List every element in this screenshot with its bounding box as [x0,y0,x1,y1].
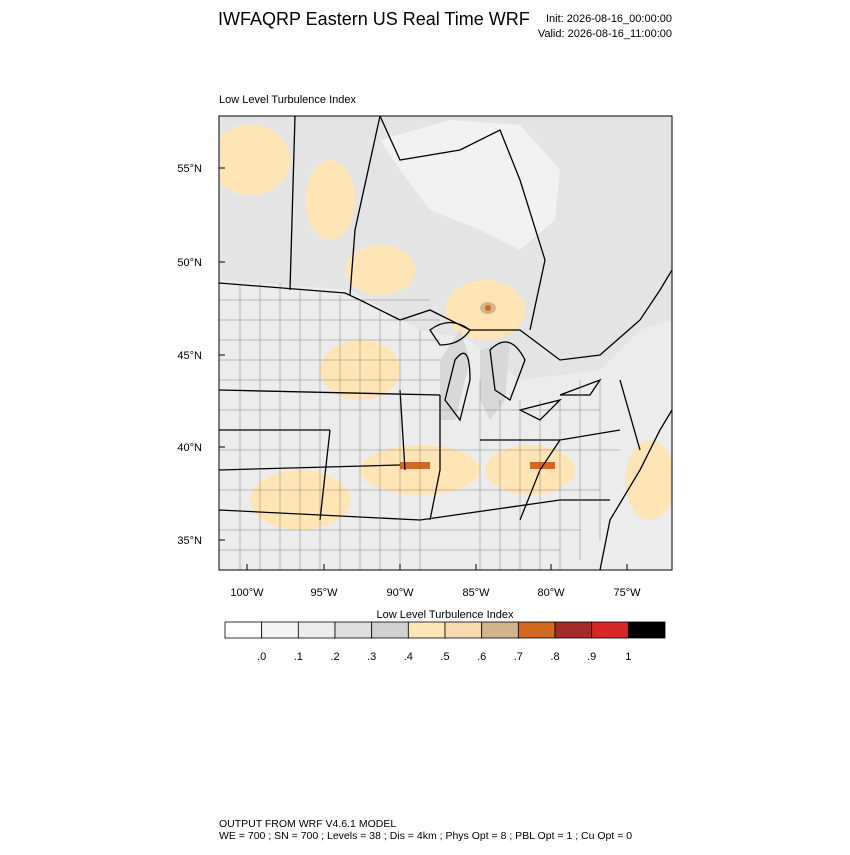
colorbar-tick-label: .2 [330,651,339,663]
valid-time: Valid: 2026-08-16_11:00:00 [538,28,672,40]
lon-label: 80°W [537,587,565,599]
colorbar-swatch [334,621,373,639]
map-frame [218,115,673,571]
colorbar-tick-label: .6 [477,651,486,663]
colorbar-swatch [627,621,666,639]
colorbar-tick-label: .4 [404,651,413,663]
colorbar-swatch [554,621,593,639]
colorbar-tick-label: 1 [625,651,631,663]
colorbar-tick-label: .5 [440,651,449,663]
footer-line: OUTPUT FROM WRF V4.6.1 MODEL [219,818,396,830]
map-axes: 55°N 50°N 45°N 40°N 35°N 100°W 95°W 90°W 85°W 80°… [177,163,641,599]
colorbar-swatch [371,621,409,639]
colorbar-label: Low Level Turbulence Index [377,609,514,621]
colorbar-swatch [444,621,483,639]
map-field [219,116,672,570]
lon-label: 90°W [386,587,414,599]
title: IWFAQRP Eastern US Real Time WRF [218,9,530,29]
colorbar-swatch [261,621,299,639]
colorbar-swatch [224,621,263,639]
colorbar-swatch [517,621,556,639]
init-time: Init: 2026-08-16_00:00:00 [546,13,672,25]
lon-label: 75°W [613,587,641,599]
colorbar: .0 .1 .2 .3 .4 .5 .6 .7 .8 .9 1 [224,621,666,663]
lat-label: 40°N [177,442,202,454]
lat-label: 45°N [177,350,202,362]
colorbar-swatch [591,621,629,639]
footer-line: WE = 700 ; SN = 700 ; Levels = 38 ; Dis … [219,830,632,842]
lon-label: 95°W [310,587,338,599]
lat-label: 50°N [177,257,202,269]
colorbar-tick-label: .3 [367,651,376,663]
colorbar-swatch [297,621,336,639]
colorbar-tick-label: .0 [257,651,266,663]
colorbar-swatch [481,621,519,639]
colorbar-tick-label: .9 [587,651,596,663]
colorbar-tick-label: .1 [294,651,303,663]
lon-label: 100°W [230,587,264,599]
lon-label: 85°W [462,587,490,599]
lat-label: 55°N [177,163,202,175]
colorbar-tick-label: .7 [514,651,523,663]
colorbar-swatch [407,621,446,639]
map-subtitle: Low Level Turbulence Index [219,94,356,106]
colorbar-tick-label: .8 [550,651,559,663]
lat-label: 35°N [177,535,202,547]
